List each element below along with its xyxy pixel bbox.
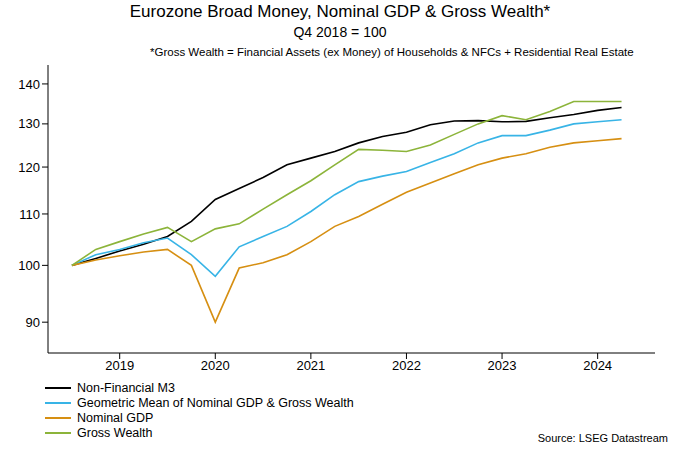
svg-text:2021: 2021 [296, 358, 325, 373]
html-text:Non-Financial M3: Non-Financial M3 [77, 380, 175, 395]
svg-text:140: 140 [18, 77, 40, 92]
html-text:Nominal GDP: Nominal GDP [77, 410, 154, 425]
html-text:Gross Wealth: Gross Wealth [77, 425, 153, 440]
html-text:*Gross Wealth = Financial Asse: *Gross Wealth = Financial Assets (ex Mon… [150, 46, 634, 58]
svg-text:2020: 2020 [201, 358, 230, 373]
svg-text:130: 130 [18, 116, 40, 131]
svg-text:2019: 2019 [105, 358, 134, 373]
svg-text:110: 110 [19, 207, 40, 222]
svg-text:2024: 2024 [583, 358, 612, 373]
html-text:Eurozone Broad Money, Nominal: Eurozone Broad Money, Nominal GDP & Gros… [129, 2, 551, 21]
html-text:Geometric Mean of Nominal GDP: Geometric Mean of Nominal GDP & Gross We… [77, 395, 354, 410]
svg-text:100: 100 [18, 258, 40, 273]
html-text:Source: LSEG Datastream: Source: LSEG Datastream [537, 432, 668, 444]
svg-text:2022: 2022 [392, 358, 421, 373]
svg-text:90: 90 [26, 315, 40, 330]
html-text:Q4 2018 = 100: Q4 2018 = 100 [293, 24, 387, 40]
svg-text:120: 120 [18, 160, 40, 175]
svg-text:2023: 2023 [488, 358, 517, 373]
